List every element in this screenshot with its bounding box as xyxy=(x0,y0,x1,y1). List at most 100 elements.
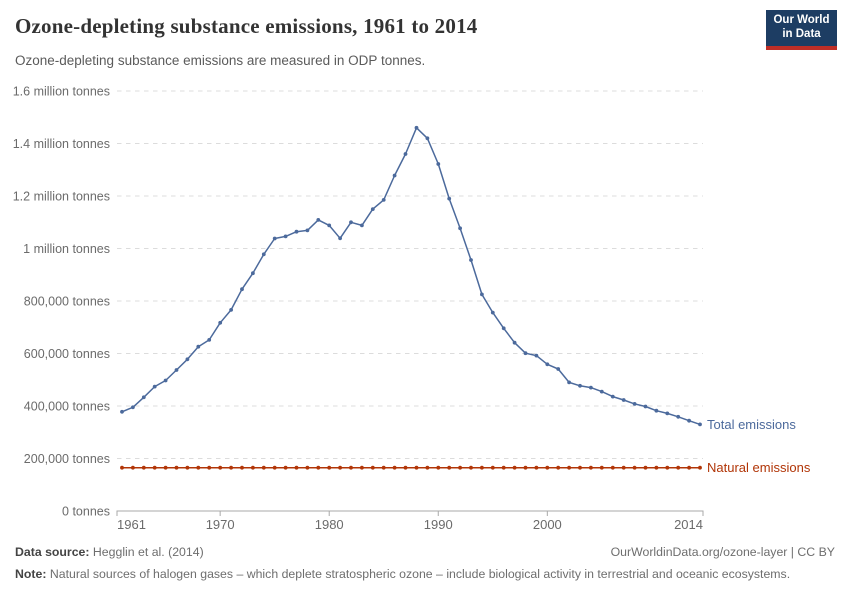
series-point-total-emissions xyxy=(534,353,539,358)
series-point-total-emissions xyxy=(152,384,157,389)
series-point-total-emissions xyxy=(403,152,408,156)
chart-note-value: Natural sources of halogen gases – which… xyxy=(49,567,791,581)
series-point-total-emissions xyxy=(360,223,364,228)
x-tick-label: 2000 xyxy=(533,517,562,532)
series-point-natural-emissions xyxy=(436,465,441,470)
series-point-total-emissions xyxy=(338,236,342,241)
series-point-total-emissions xyxy=(392,173,397,178)
series-point-natural-emissions xyxy=(327,465,332,470)
series-point-natural-emissions xyxy=(392,465,397,470)
y-tick-label: 1 million tonnes xyxy=(23,242,110,256)
series-point-natural-emissions xyxy=(534,465,539,470)
series-point-total-emissions xyxy=(447,196,452,201)
series-point-natural-emissions xyxy=(589,465,593,470)
series-point-natural-emissions xyxy=(490,465,495,470)
series-point-natural-emissions xyxy=(665,465,670,470)
series-point-natural-emissions xyxy=(283,465,288,470)
series-point-natural-emissions xyxy=(163,465,168,470)
series-point-natural-emissions xyxy=(316,465,321,470)
chart-footer: Data source: Hegglin et al. (2014) OurWo… xyxy=(15,545,835,559)
series-point-total-emissions xyxy=(523,351,528,356)
series-point-total-emissions xyxy=(436,162,441,166)
owid-logo[interactable]: Our World in Data xyxy=(766,10,837,50)
series-point-natural-emissions xyxy=(251,465,255,470)
series-point-natural-emissions xyxy=(218,465,223,470)
page-title: Ozone-depleting substance emissions, 196… xyxy=(15,14,478,38)
series-point-natural-emissions xyxy=(338,465,342,470)
series-point-natural-emissions xyxy=(512,465,517,470)
series-point-natural-emissions xyxy=(654,465,659,470)
series-point-total-emissions xyxy=(141,395,146,400)
chart-subtitle: Ozone-depleting substance emissions are … xyxy=(15,53,426,68)
series-point-natural-emissions xyxy=(305,465,310,470)
series-point-natural-emissions xyxy=(152,465,157,470)
series-point-total-emissions xyxy=(261,252,266,257)
series-point-total-emissions xyxy=(381,198,386,202)
series-point-natural-emissions xyxy=(578,465,582,470)
series-point-total-emissions xyxy=(283,234,288,239)
series-point-total-emissions xyxy=(327,223,332,228)
series-point-natural-emissions xyxy=(425,465,430,470)
x-axis xyxy=(116,510,704,516)
series-point-total-emissions xyxy=(621,398,626,402)
series-point-total-emissions xyxy=(272,236,277,241)
series-point-total-emissions xyxy=(240,287,244,292)
series-point-natural-emissions xyxy=(610,465,615,470)
series-point-natural-emissions xyxy=(272,465,277,470)
x-tick-label: 1961 xyxy=(117,517,146,532)
chart-note: Note: Natural sources of halogen gases –… xyxy=(15,567,837,581)
series-point-total-emissions xyxy=(512,340,517,345)
y-tick-label: 600,000 tonnes xyxy=(24,347,110,361)
series-point-total-emissions xyxy=(414,125,419,130)
series-point-natural-emissions xyxy=(141,465,146,470)
series-point-natural-emissions xyxy=(621,465,626,470)
series-point-total-emissions xyxy=(545,362,550,367)
series-point-total-emissions xyxy=(131,405,135,410)
series-point-total-emissions xyxy=(501,326,506,331)
series-point-total-emissions xyxy=(218,320,223,325)
series-label-natural-emissions: Natural emissions xyxy=(707,460,811,475)
series-point-total-emissions xyxy=(349,220,353,225)
series-point-total-emissions xyxy=(589,385,593,390)
y-tick-label: 1.4 million tonnes xyxy=(13,137,110,151)
owid-url-link[interactable]: OurWorldinData.org/ozone-layer | CC BY xyxy=(610,545,835,559)
series-point-total-emissions xyxy=(490,310,495,315)
series-point-natural-emissions xyxy=(480,465,484,470)
series-point-natural-emissions xyxy=(349,465,353,470)
series-point-total-emissions xyxy=(229,308,234,312)
series-point-natural-emissions xyxy=(294,465,299,470)
series-point-total-emissions xyxy=(567,380,571,385)
series-point-natural-emissions xyxy=(458,465,462,470)
series-point-natural-emissions xyxy=(599,465,604,470)
series-point-natural-emissions xyxy=(687,465,691,470)
series-point-total-emissions xyxy=(316,218,321,222)
series-point-total-emissions xyxy=(643,404,648,409)
series-point-total-emissions xyxy=(207,338,212,342)
series-point-natural-emissions xyxy=(698,465,702,470)
series-line-total-emissions xyxy=(121,127,701,426)
y-tick-label: 800,000 tonnes xyxy=(24,295,110,309)
series-point-natural-emissions xyxy=(120,465,124,470)
series-point-total-emissions xyxy=(676,414,681,419)
x-tick-label: 1990 xyxy=(424,517,453,532)
owid-logo-line2: in Data xyxy=(782,28,821,40)
y-tick-label: 0 tonnes xyxy=(62,505,110,519)
y-tick-label: 1.6 million tonnes xyxy=(13,85,110,99)
series-point-natural-emissions xyxy=(643,465,648,470)
series-point-natural-emissions xyxy=(229,465,234,470)
series-point-total-emissions xyxy=(305,228,310,233)
owid-logo-line1: Our World xyxy=(773,14,830,27)
series-point-natural-emissions xyxy=(676,465,681,470)
data-source-label: Data source: xyxy=(15,545,90,559)
series-point-total-emissions xyxy=(469,258,473,262)
line-chart-canvas: 0 tonnes 200,000 tonnes 400,000 tonnes 600,… xyxy=(13,85,811,533)
series-point-total-emissions xyxy=(654,408,659,413)
series-point-total-emissions xyxy=(370,207,375,212)
series-point-total-emissions xyxy=(251,271,255,276)
series-point-natural-emissions xyxy=(370,465,375,470)
series-point-total-emissions xyxy=(174,368,179,372)
series-point-total-emissions xyxy=(610,394,615,399)
series-point-total-emissions xyxy=(632,402,637,406)
series-point-natural-emissions xyxy=(207,465,212,470)
